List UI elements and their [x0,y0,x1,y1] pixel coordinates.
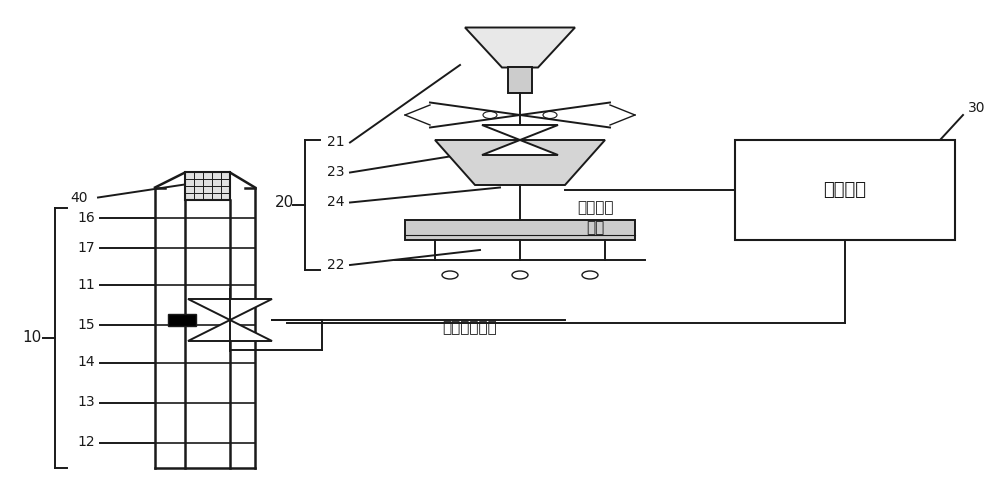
Polygon shape [188,320,272,341]
Polygon shape [465,28,575,68]
Text: 30: 30 [968,101,986,115]
Text: 40: 40 [70,190,88,204]
Bar [168,314,196,326]
Text: 20: 20 [275,195,295,210]
Polygon shape [482,140,558,155]
Text: 22: 22 [328,258,345,272]
Bar [508,68,532,92]
Text: 24: 24 [328,196,345,209]
Polygon shape [435,140,605,185]
Text: 17: 17 [77,240,95,254]
Text: 14: 14 [77,356,95,370]
Text: 23: 23 [328,166,345,179]
Polygon shape [482,125,558,140]
Bar [405,220,635,240]
Text: 15: 15 [77,318,95,332]
Text: 16: 16 [77,210,95,224]
Text: 11: 11 [77,278,95,292]
Text: 雨量传感
信号: 雨量传感 信号 [577,200,613,235]
Text: 控制装置: 控制装置 [824,181,866,199]
Bar [185,172,230,200]
Text: 21: 21 [327,136,345,149]
Bar [735,140,955,240]
Text: 12: 12 [77,436,95,450]
Text: 13: 13 [77,396,95,409]
Text: 阀门控制信号: 阀门控制信号 [443,320,497,335]
Text: 10: 10 [22,330,42,345]
Polygon shape [188,299,272,320]
